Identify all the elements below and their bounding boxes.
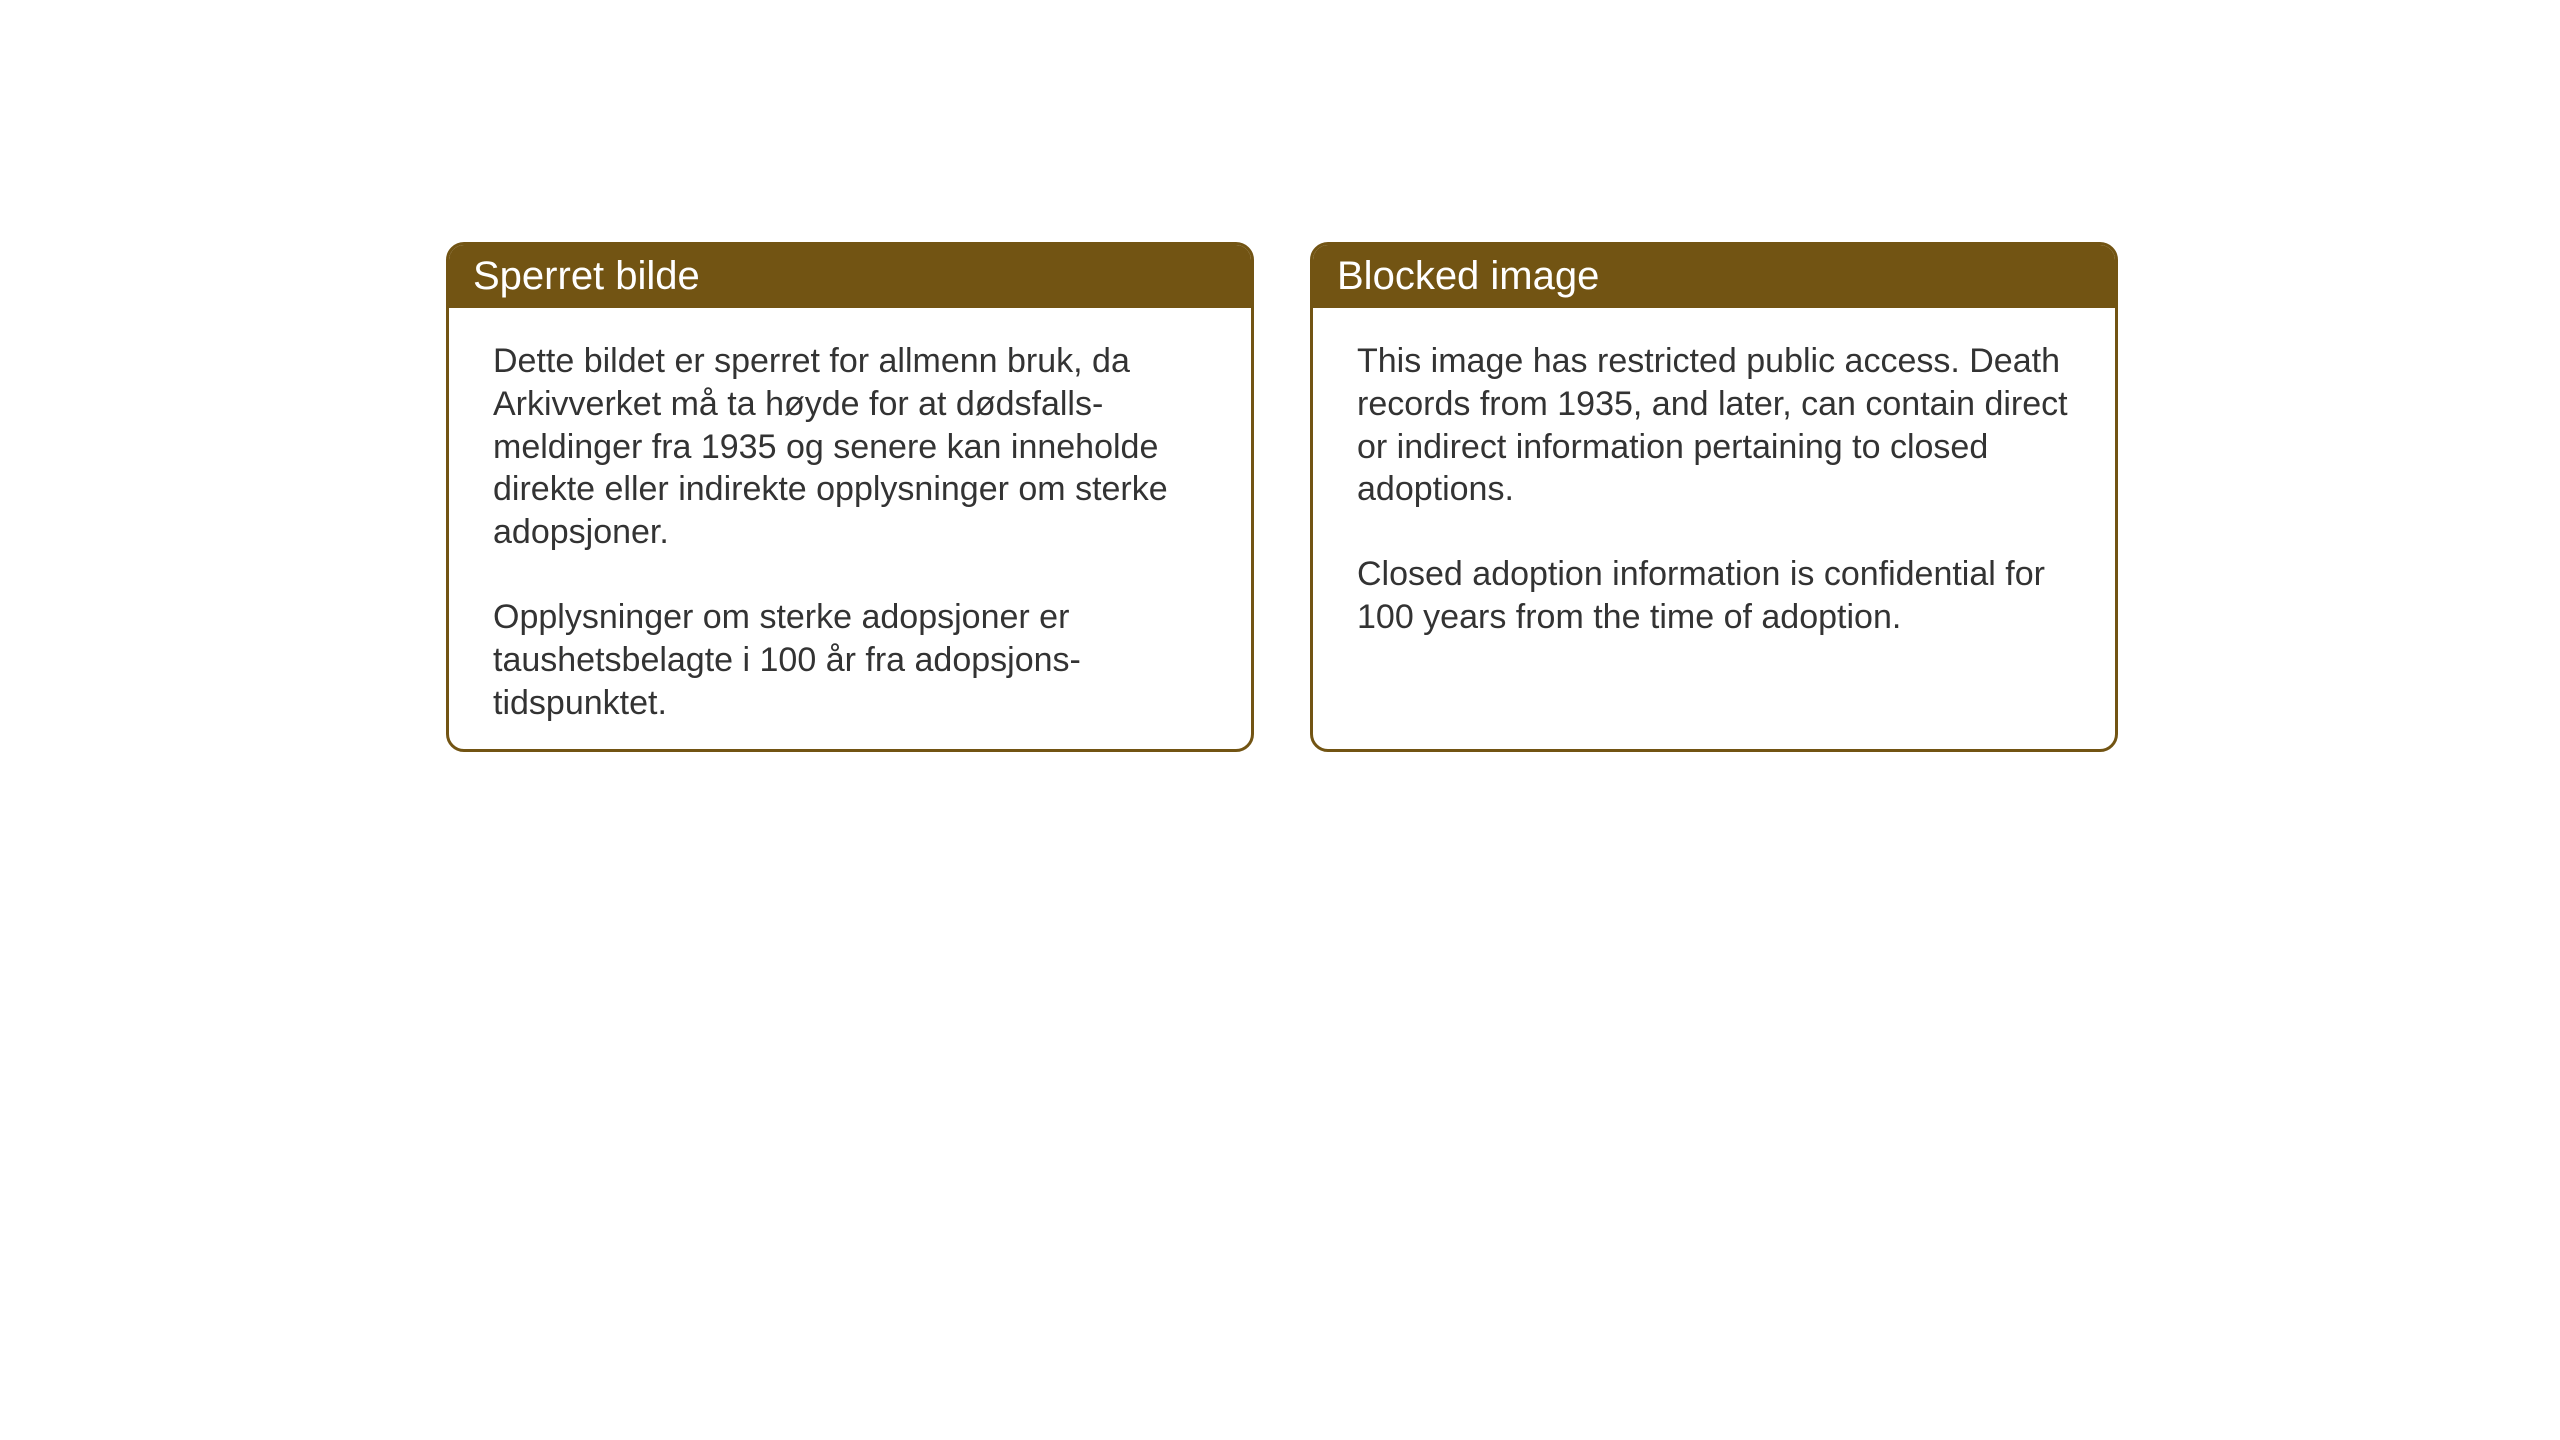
panel-body-english: This image has restricted public access.… xyxy=(1313,308,2115,671)
paragraph-text: Opplysninger om sterke adopsjoner er tau… xyxy=(493,596,1207,724)
paragraph-text: Closed adoption information is confident… xyxy=(1357,553,2071,639)
panel-body-norwegian: Dette bildet er sperret for allmenn bruk… xyxy=(449,308,1251,752)
notice-container: Sperret bilde Dette bildet er sperret fo… xyxy=(446,242,2118,752)
notice-panel-english: Blocked image This image has restricted … xyxy=(1310,242,2118,752)
paragraph-text: Dette bildet er sperret for allmenn bruk… xyxy=(493,340,1207,554)
paragraph-text: This image has restricted public access.… xyxy=(1357,340,2071,511)
panel-title-english: Blocked image xyxy=(1313,245,2115,308)
panel-title-norwegian: Sperret bilde xyxy=(449,245,1251,308)
notice-panel-norwegian: Sperret bilde Dette bildet er sperret fo… xyxy=(446,242,1254,752)
